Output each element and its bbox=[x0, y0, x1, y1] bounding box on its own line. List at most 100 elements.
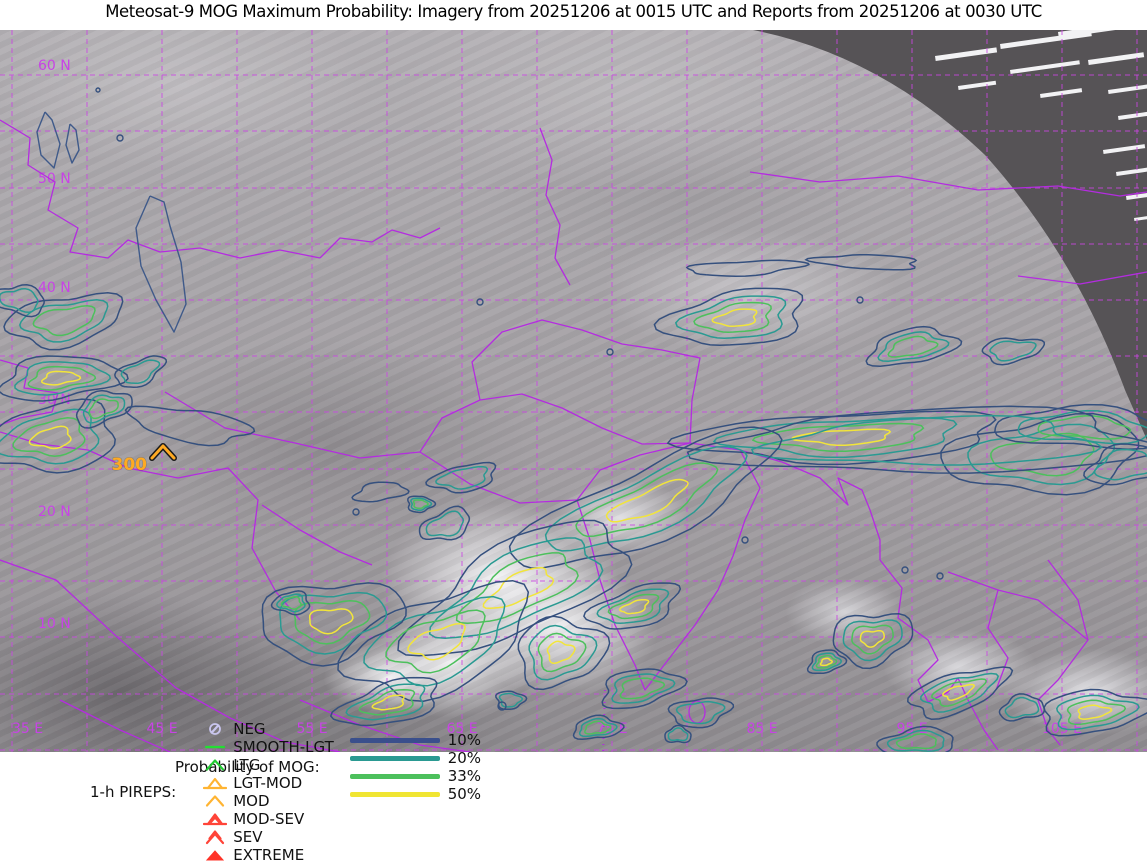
probability-contour bbox=[751, 422, 925, 452]
probability-contour bbox=[28, 425, 72, 450]
probability-contour bbox=[876, 725, 954, 752]
country-border bbox=[947, 571, 1089, 641]
probability-contour bbox=[584, 720, 612, 735]
probability-line-swatch bbox=[349, 773, 440, 779]
probability-contour bbox=[886, 729, 945, 752]
probability-contour bbox=[666, 410, 997, 466]
probability-contour bbox=[124, 405, 256, 447]
longitude-label: 55 E bbox=[296, 721, 327, 737]
pireps-legend-items: NEG SMOOTH-LGT LTG LGT-MOD MOD MOD-SEV SEV EXTR… bbox=[176, 720, 334, 864]
probability-contour bbox=[537, 632, 587, 673]
probability-contour bbox=[32, 305, 96, 337]
probability-contour bbox=[1077, 704, 1113, 720]
probability-item-label: 20% bbox=[447, 749, 482, 767]
probability-contour bbox=[685, 259, 810, 278]
country-border bbox=[539, 127, 571, 286]
legend-probability-row: Probability of MOG: 10% 20% 33% 50% bbox=[0, 731, 1147, 803]
probability-contour bbox=[1004, 696, 1040, 719]
latitude-label: 50 N bbox=[38, 171, 71, 187]
probability-contour bbox=[495, 690, 528, 711]
probability-contour-dot bbox=[856, 296, 864, 304]
triangle-filled-icon bbox=[206, 850, 225, 861]
probability-contour bbox=[667, 697, 735, 729]
probability-contour bbox=[895, 733, 937, 750]
probability-contour bbox=[601, 668, 688, 710]
probability-contour bbox=[998, 693, 1046, 722]
probability-contour bbox=[3, 292, 124, 351]
probability-contour bbox=[675, 700, 726, 725]
probability-contour bbox=[407, 622, 466, 661]
probability-contour-dot bbox=[497, 701, 507, 711]
country-border bbox=[419, 393, 691, 453]
probability-contour bbox=[407, 495, 437, 514]
probability-contour bbox=[1066, 699, 1127, 726]
probability-contour bbox=[114, 355, 168, 388]
probability-contour bbox=[1043, 688, 1147, 737]
scan-artifact bbox=[1058, 30, 1141, 38]
pirep-item-label: MOD-SEV bbox=[233, 810, 305, 828]
pirep-legend-item: LTG bbox=[203, 756, 334, 774]
country-border bbox=[0, 431, 301, 621]
probability-contour bbox=[337, 579, 530, 702]
probability-contour bbox=[18, 299, 109, 343]
probability-contour bbox=[611, 673, 676, 704]
probability-contour bbox=[832, 613, 914, 670]
longitude-label: 85 E bbox=[746, 721, 777, 737]
probability-contour bbox=[27, 365, 97, 391]
pirep-legend-item: SMOOTH-LGT bbox=[203, 738, 334, 756]
pirep-item-label: MOD bbox=[233, 792, 270, 810]
probability-contour bbox=[942, 683, 976, 701]
probability-contour bbox=[578, 717, 618, 738]
double-caret-icon bbox=[206, 830, 225, 845]
probability-contour bbox=[412, 499, 429, 510]
country-border bbox=[261, 504, 373, 566]
probability-contour bbox=[981, 337, 1046, 366]
probability-contour bbox=[804, 253, 918, 271]
pirep-flight-level: 300 bbox=[112, 455, 148, 475]
lake-outline bbox=[135, 195, 187, 333]
probability-contour bbox=[907, 666, 1014, 720]
probability-contour bbox=[575, 462, 719, 538]
probability-contour bbox=[711, 308, 758, 327]
probability-contour bbox=[397, 519, 633, 657]
probability-contour bbox=[653, 287, 804, 347]
pirep-legend-item: LGT-MOD bbox=[203, 774, 334, 792]
scan-artifact bbox=[1126, 192, 1147, 200]
triangle-open-icon bbox=[203, 777, 228, 790]
probability-contour bbox=[455, 552, 579, 625]
page-title: Meteosat-9 MOG Maximum Probability: Imag… bbox=[105, 2, 1042, 21]
probability-contour-dot bbox=[936, 572, 944, 580]
probability-contour bbox=[865, 325, 963, 367]
probability-contour bbox=[619, 677, 666, 700]
pirep-item-label: SEV bbox=[233, 828, 263, 846]
caret-icon bbox=[206, 759, 225, 771]
scan-artifact bbox=[1116, 167, 1147, 176]
probability-legend-item: 50% bbox=[349, 785, 482, 803]
map-area: 60 N 50 N 40 N 30 N 20 N 10 N 35 E 45 E 55 E 65 E… bbox=[0, 30, 1147, 752]
country-border bbox=[987, 589, 1009, 691]
probability-contour bbox=[790, 428, 892, 446]
probability-item-label: 50% bbox=[447, 785, 482, 803]
probability-legend-item: 20% bbox=[349, 749, 482, 767]
country-border bbox=[1017, 271, 1147, 285]
country-border bbox=[879, 559, 999, 751]
probability-contour bbox=[806, 649, 848, 675]
country-border bbox=[164, 391, 578, 504]
probability-contour-dot bbox=[352, 508, 360, 516]
country-border bbox=[0, 559, 341, 752]
probability-contour bbox=[508, 426, 783, 569]
scan-artifact bbox=[935, 47, 998, 61]
probability-contour bbox=[877, 331, 950, 362]
probability-contour bbox=[940, 412, 1140, 496]
probability-contour bbox=[0, 287, 39, 314]
country-border bbox=[739, 449, 881, 560]
latitude-label: 20 N bbox=[38, 504, 71, 520]
probability-contour bbox=[410, 497, 433, 512]
latitude-label: 40 N bbox=[38, 280, 71, 296]
satellite-imagery-background bbox=[0, 30, 1147, 752]
pirep-item-label: NEG bbox=[233, 720, 266, 738]
probability-item-label: 33% bbox=[447, 767, 482, 785]
probability-contour bbox=[887, 335, 939, 358]
probability-contour bbox=[693, 301, 772, 333]
